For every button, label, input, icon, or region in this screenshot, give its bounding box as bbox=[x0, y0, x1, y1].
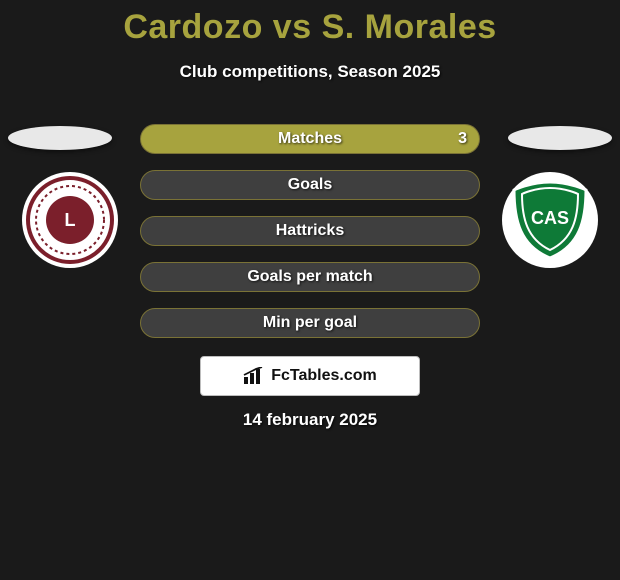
sarmiento-crest-icon: CAS bbox=[506, 176, 594, 264]
svg-text:CAS: CAS bbox=[531, 208, 569, 228]
stat-bar-min-per-goal: Min per goal bbox=[140, 308, 480, 338]
stat-label: Goals per match bbox=[141, 268, 479, 286]
player-photo-right bbox=[508, 126, 612, 150]
title-player-right: S. Morales bbox=[322, 8, 497, 46]
title-separator: vs bbox=[273, 8, 312, 46]
stat-label: Goals bbox=[141, 176, 479, 194]
stat-label: Hattricks bbox=[141, 222, 479, 240]
svg-text:L: L bbox=[65, 210, 76, 230]
stat-bar-goals: Goals bbox=[140, 170, 480, 200]
stat-value-right: 3 bbox=[458, 130, 467, 148]
brand-text: FcTables.com bbox=[271, 367, 377, 385]
bars-icon bbox=[243, 367, 265, 385]
date-line: 14 february 2025 bbox=[0, 410, 620, 430]
stat-bar-goals-per-match: Goals per match bbox=[140, 262, 480, 292]
title-player-left: Cardozo bbox=[123, 8, 263, 46]
page-title: Cardozo vs S. Morales bbox=[0, 8, 620, 47]
club-badge-left: L bbox=[22, 172, 118, 268]
stat-bar-hattricks: Hattricks bbox=[140, 216, 480, 246]
comparison-infographic: Cardozo vs S. Morales Club competitions,… bbox=[0, 0, 620, 580]
player-photo-left bbox=[8, 126, 112, 150]
club-badge-right: CAS bbox=[502, 172, 598, 268]
stat-label: Min per goal bbox=[141, 314, 479, 332]
brand-card: FcTables.com bbox=[200, 356, 420, 396]
subtitle: Club competitions, Season 2025 bbox=[0, 62, 620, 82]
stat-label: Matches bbox=[141, 130, 479, 148]
lanus-crest-icon: L bbox=[26, 176, 114, 264]
stat-bar-matches: Matches3 bbox=[140, 124, 480, 154]
